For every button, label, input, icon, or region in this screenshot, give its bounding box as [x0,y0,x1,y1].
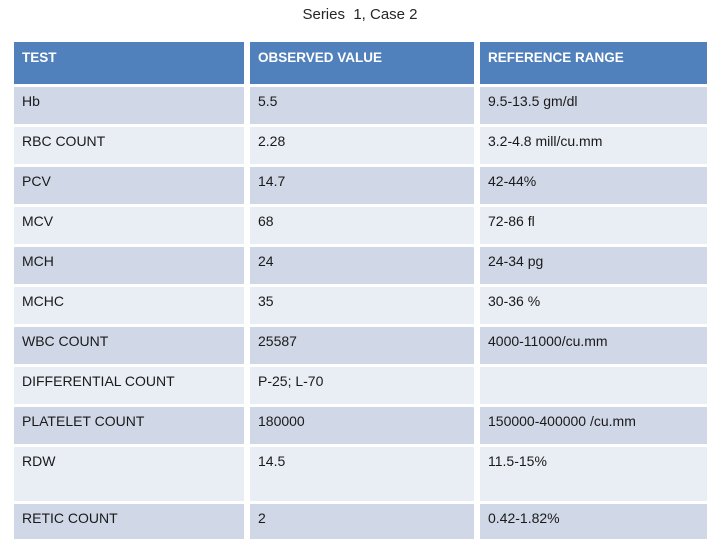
cell-reference-range [480,367,707,407]
column-header-test: TEST [14,42,250,87]
cell-test: RETIC COUNT [14,504,250,539]
cell-reference-range: 24-34 pg [480,247,707,287]
table-row: DIFFERENTIAL COUNT P-25; L-70 [14,367,707,407]
cell-test: MCHC [14,287,250,327]
cell-test: Hb [14,87,250,127]
header-row: TEST OBSERVED VALUE REFERENCE RANGE [14,42,707,87]
cell-observed-value: 68 [250,207,480,247]
cell-test: MCH [14,247,250,287]
table-row: PCV 14.7 42-44% [14,167,707,207]
lab-results-table: TEST OBSERVED VALUE REFERENCE RANGE Hb 5… [14,42,707,539]
table-row: PLATELET COUNT 180000 150000-400000 /cu.… [14,407,707,447]
cell-observed-value: 24 [250,247,480,287]
table-row: Hb 5.5 9.5-13.5 gm/dl [14,87,707,127]
cell-observed-value: 14.5 [250,447,480,504]
cell-test: MCV [14,207,250,247]
table-row: RDW 14.5 11.5-15% [14,447,707,504]
cell-observed-value: 25587 [250,327,480,367]
column-header-reference-range: REFERENCE RANGE [480,42,707,87]
cell-reference-range: 0.42-1.82% [480,504,707,539]
cell-observed-value: 5.5 [250,87,480,127]
table-row: MCV 68 72-86 fl [14,207,707,247]
cell-test: WBC COUNT [14,327,250,367]
cell-reference-range: 72-86 fl [480,207,707,247]
cell-test: RDW [14,447,250,504]
cell-test: DIFFERENTIAL COUNT [14,367,250,407]
cell-observed-value: 14.7 [250,167,480,207]
cell-reference-range: 9.5-13.5 gm/dl [480,87,707,127]
cell-observed-value: 180000 [250,407,480,447]
cell-reference-range: 30-36 % [480,287,707,327]
cell-reference-range: 42-44% [480,167,707,207]
cell-test: PLATELET COUNT [14,407,250,447]
table-row: WBC COUNT 25587 4000-11000/cu.mm [14,327,707,367]
cell-reference-range: 11.5-15% [480,447,707,504]
table-row: MCH 24 24-34 pg [14,247,707,287]
table-row: MCHC 35 30-36 % [14,287,707,327]
column-header-observed-value: OBSERVED VALUE [250,42,480,87]
cell-observed-value: 2.28 [250,127,480,167]
cell-test: PCV [14,167,250,207]
cell-observed-value: 35 [250,287,480,327]
table-row: RBC COUNT 2.28 3.2-4.8 mill/cu.mm [14,127,707,167]
slide-title: Series 1, Case 2 [302,6,418,23]
cell-test: RBC COUNT [14,127,250,167]
cell-reference-range: 4000-11000/cu.mm [480,327,707,367]
table-row: RETIC COUNT 2 0.42-1.82% [14,504,707,539]
cell-observed-value: P-25; L-70 [250,367,480,407]
cell-reference-range: 150000-400000 /cu.mm [480,407,707,447]
table-body: Hb 5.5 9.5-13.5 gm/dl RBC COUNT 2.28 3.2… [14,87,707,539]
cell-observed-value: 2 [250,504,480,539]
table-header: TEST OBSERVED VALUE REFERENCE RANGE [14,42,707,87]
cell-reference-range: 3.2-4.8 mill/cu.mm [480,127,707,167]
